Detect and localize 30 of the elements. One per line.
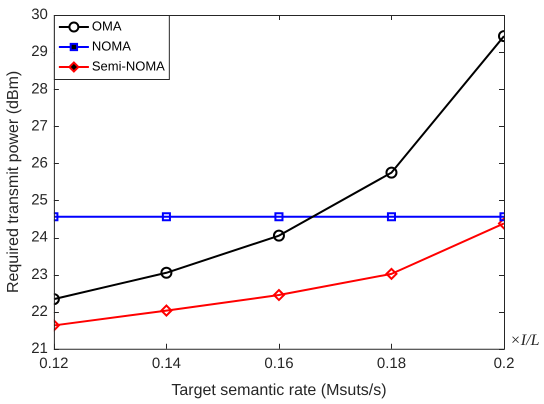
x-tick-label: 0.2 (494, 354, 514, 372)
y-tick-label: 29 (31, 43, 48, 60)
y-tick-label: 28 (31, 80, 48, 98)
y-tick-label: 26 (31, 154, 48, 172)
point (385, 166, 398, 179)
y-tick-label: 23 (31, 266, 48, 283)
point (274, 212, 284, 222)
y-tick-label: 21 (31, 340, 48, 357)
x-tick-label: 0.18 (376, 354, 406, 372)
text: ×I/L (510, 332, 540, 350)
legend-label: NOMA (92, 38, 132, 54)
legend-label: OMA (92, 18, 122, 34)
point (386, 212, 396, 222)
legend-label: Semi-NOMA (92, 58, 166, 74)
x-tick-label: 0.16 (264, 354, 294, 372)
point (160, 266, 172, 279)
x-tick-label: 0.14 (152, 354, 182, 372)
point (272, 230, 285, 242)
point (385, 268, 398, 280)
point (272, 289, 285, 302)
y-tick-label: 22 (31, 302, 48, 320)
y-tick-label: 25 (31, 192, 48, 209)
y-tick-label: 27 (31, 117, 48, 134)
y-tick-label: 30 (31, 6, 48, 24)
point (162, 212, 171, 222)
x-axis-title: Target semantic rate (Msuts/s) (171, 382, 387, 399)
y-tick-label: 24 (31, 228, 48, 246)
x-tick-label: 0.12 (39, 354, 68, 372)
y-axis-title: Required transmit power (dBm) (5, 70, 22, 294)
point (160, 304, 172, 317)
